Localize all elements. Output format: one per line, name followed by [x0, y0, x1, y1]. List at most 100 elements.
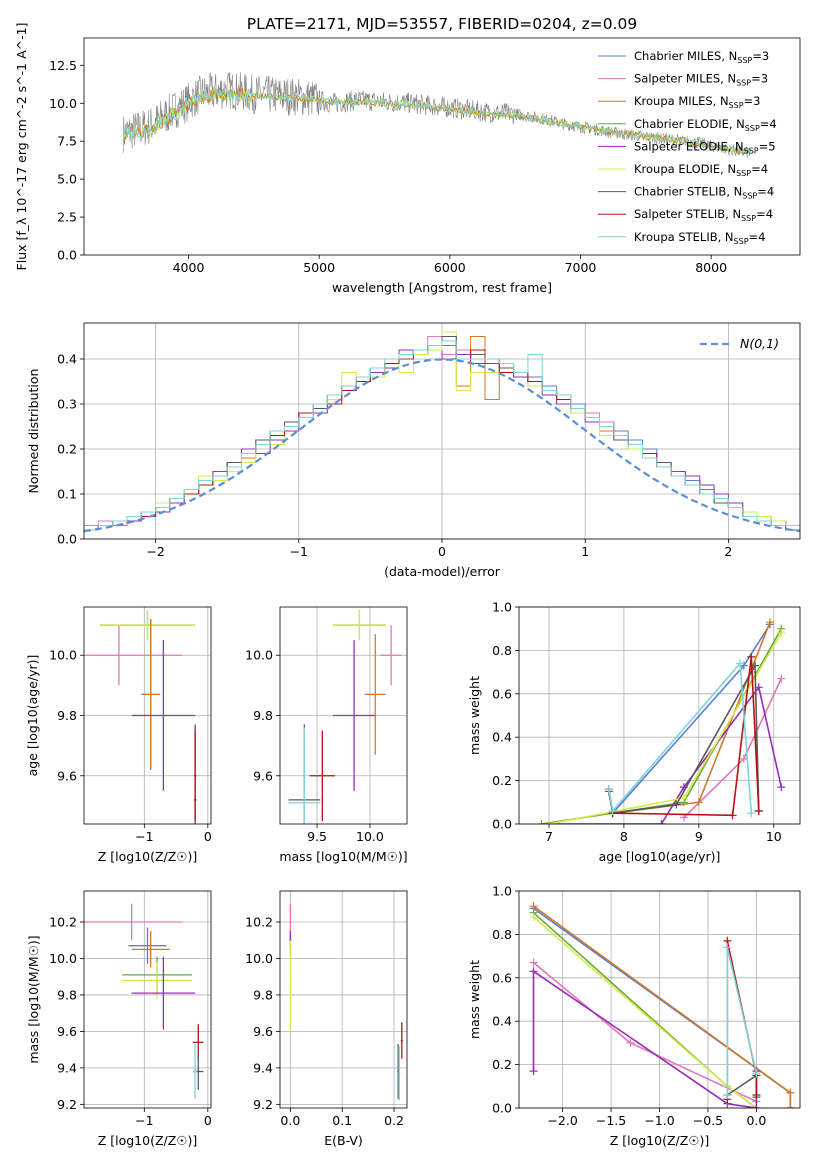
weight-marker	[529, 1067, 538, 1076]
legend-count: =3	[752, 49, 769, 63]
mass_weight_vs_age-frame	[518, 606, 801, 825]
y-tick-label: 10.0	[245, 951, 273, 966]
weight-marker	[728, 811, 737, 820]
legend-subscript: SSP	[745, 124, 760, 133]
errorbar-point	[128, 927, 167, 964]
x-tick-label: 7	[545, 829, 553, 844]
y-tick-label: 9.4	[253, 1060, 273, 1075]
x-axis-label: mass [log10(M/M☉)]	[279, 849, 407, 864]
residual_histogram-frame	[83, 322, 801, 540]
mass_weight_vs_metallicity-frame	[518, 890, 801, 1109]
x-tick-label: 9	[695, 829, 703, 844]
errorbar-point	[99, 610, 196, 641]
y-tick-label: 10.0	[49, 951, 77, 966]
weight-marker	[777, 783, 786, 792]
legend-label: Chabrier STELIB, NSSP=4	[634, 185, 774, 201]
spectrum-legend: Chabrier MILES, NSSP=3 Salpeter MILES, NS…	[598, 49, 777, 246]
y-tick-label: 0.2	[57, 442, 77, 457]
residual_histogram-axes: −2 −1 0 1 2 0.0 0.1 0.2 0.3 0.4 (data-model)/error…	[26, 322, 801, 579]
weight-marker	[723, 1090, 732, 1099]
x-tick-label: −2.0	[547, 1113, 577, 1128]
legend-subscript: SSP	[734, 237, 749, 246]
spectrum-plot-area	[122, 71, 751, 159]
legend-count: =4	[760, 117, 777, 131]
weight-marker	[657, 820, 666, 824]
x-tick-label: −1	[135, 1113, 153, 1128]
y-tick-label: 0.4	[492, 1014, 512, 1029]
y-tick-label: 9.8	[253, 987, 273, 1002]
x-axis-label: (data-model)/error	[384, 564, 501, 579]
weight-marker	[626, 1038, 635, 1047]
y-tick-label: 0.4	[57, 352, 77, 367]
legend-label: Salpeter STELIB, NSSP=4	[634, 207, 773, 223]
y-tick-label: 9.8	[57, 708, 77, 723]
weight-line	[608, 661, 753, 814]
y-tick-label: 0.1	[57, 487, 77, 502]
x-tick-label: 0	[438, 544, 446, 559]
weight-marker	[672, 800, 681, 809]
weight-marker	[694, 798, 703, 807]
weight-line	[532, 969, 758, 1108]
mass_weight_vs_metallicity-plot-area	[529, 902, 795, 1108]
x-axis-label: Z [log10(Z/Z☉)]	[98, 849, 198, 864]
y-tick-label: 0.4	[492, 730, 512, 745]
y-tick-label: 9.6	[57, 768, 77, 783]
y-tick-label: 2.5	[57, 210, 77, 225]
errorbar-point	[84, 903, 183, 941]
legend-subscript: SSP	[736, 79, 751, 88]
y-tick-label: 10.0	[49, 648, 77, 663]
age_vs_metallicity-plot-area	[84, 610, 197, 824]
weight-marker	[736, 659, 745, 668]
x-tick-label: 8	[620, 829, 628, 844]
y-axis-label: Flux [f_λ 10^-17 erg cm^-2 s^-1 A^-1]	[14, 23, 29, 271]
spectrum-axes: 4000 5000 6000 7000 8000 0.0 2.5 5.0 7.5 10.0 12.5…	[14, 23, 801, 295]
y-tick-label: 9.8	[253, 708, 273, 723]
y-tick-label: 0.6	[492, 686, 512, 701]
y-tick-label: 0.8	[492, 927, 512, 942]
y-tick-label: 0.2	[492, 1057, 512, 1072]
legend-subscript: SSP	[741, 214, 756, 223]
legend-count: =5	[759, 139, 776, 153]
weight-marker	[679, 793, 688, 802]
x-tick-label: 1	[581, 544, 589, 559]
weight-marker	[747, 809, 756, 818]
x-tick-label: −1	[135, 829, 153, 844]
x-tick-label: 0.0	[746, 1113, 766, 1128]
x-tick-label: 6000	[434, 260, 466, 275]
legend-subscript: SSP	[729, 101, 744, 110]
legend-count: =4	[751, 162, 768, 176]
x-tick-label: 10	[766, 829, 782, 844]
errorbar-point	[364, 634, 386, 755]
x-tick-label: −1.0	[644, 1113, 674, 1128]
y-tick-label: 9.6	[253, 768, 273, 783]
legend-count: =4	[749, 230, 766, 244]
x-tick-label: 10.0	[356, 829, 384, 844]
errorbar-point	[131, 956, 196, 1030]
y-axis-label: mass weight	[467, 676, 482, 755]
gaussian-legend-label: N(0,1)	[740, 336, 779, 351]
mass_vs_metallicity-plot-area	[84, 903, 204, 1099]
y-tick-label: 0.0	[57, 532, 77, 547]
model-spectrum-line	[122, 87, 751, 155]
y-tick-label: 1.0	[492, 884, 512, 899]
legend-label: Salpeter ELODIE, NSSP=5	[634, 139, 776, 155]
age_vs_mass-frame	[279, 606, 408, 825]
weight-marker	[777, 629, 786, 638]
x-axis-label: age [log10(age/yr)]	[599, 849, 721, 864]
y-tick-label: 10.2	[245, 915, 273, 930]
weight-marker	[608, 806, 617, 815]
errorbar-point	[131, 931, 170, 968]
weight-marker	[752, 1090, 761, 1099]
y-tick-label: 9.6	[253, 1024, 273, 1039]
x-tick-label: 0	[204, 1113, 212, 1128]
x-tick-label: 0.2	[384, 1113, 404, 1128]
mass_vs_metallicity-frame	[83, 890, 212, 1109]
y-tick-label: 10.0	[245, 648, 273, 663]
x-tick-label: 8000	[695, 260, 727, 275]
age_vs_metallicity-frame	[83, 606, 212, 825]
x-tick-label: 0.0	[280, 1113, 300, 1128]
weight-marker	[723, 943, 732, 952]
weight-marker	[529, 913, 538, 922]
errorbar-point	[309, 730, 336, 821]
